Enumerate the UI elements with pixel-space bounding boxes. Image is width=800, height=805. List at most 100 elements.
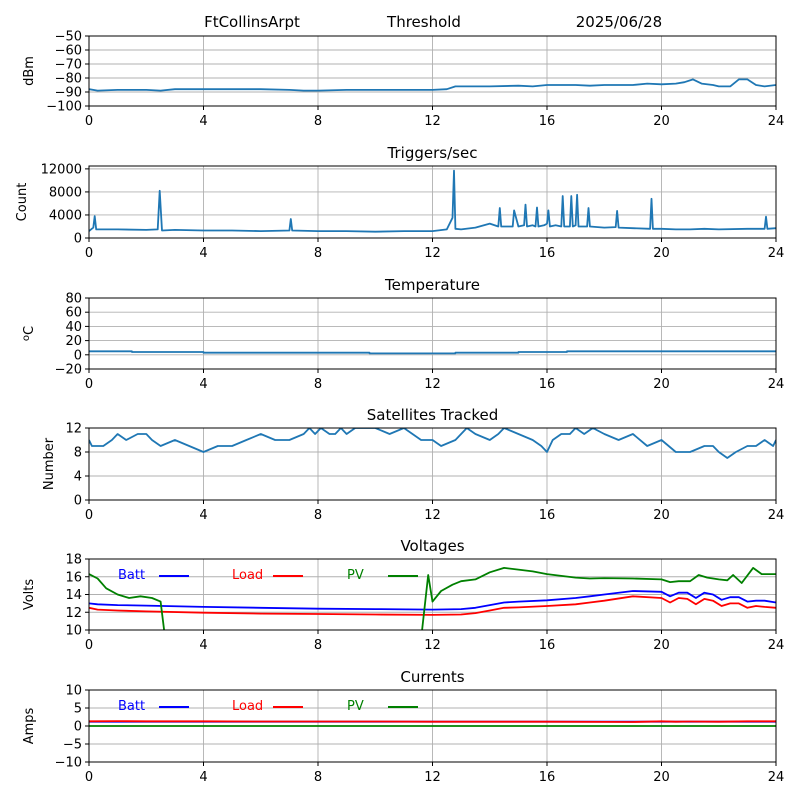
x-tick-label: 8 bbox=[314, 377, 322, 392]
x-tick-label: 0 bbox=[85, 508, 93, 523]
x-tick-label: 12 bbox=[424, 638, 441, 653]
x-tick-label: 24 bbox=[768, 770, 785, 785]
x-tick-label: 20 bbox=[653, 638, 670, 653]
series-line-pv bbox=[89, 567, 776, 630]
x-tick-label: 4 bbox=[199, 508, 207, 523]
x-tick-label: 4 bbox=[199, 246, 207, 261]
y-tick-label: 0 bbox=[74, 494, 82, 509]
x-tick-label: 24 bbox=[768, 246, 785, 261]
x-tick-label: 4 bbox=[199, 770, 207, 785]
x-tick-label: 0 bbox=[85, 114, 93, 129]
y-axis-label: Count bbox=[15, 183, 30, 222]
x-tick-label: 24 bbox=[768, 114, 785, 129]
y-axis-label: dBm bbox=[22, 56, 37, 86]
y-tick-label: 18 bbox=[65, 553, 82, 568]
legend-label-pv: PV bbox=[347, 568, 364, 583]
chart-panel-2: 0 4 8 12 16 20 24 0 4000 8000 12000 Triggers/sec Cou… bbox=[15, 144, 784, 261]
x-tick-label: 0 bbox=[85, 246, 93, 261]
series-line-1 bbox=[89, 350, 776, 355]
x-tick-label: 0 bbox=[85, 638, 93, 653]
y-tick-label: 12000 bbox=[41, 162, 82, 177]
legend-label-batt: Batt bbox=[118, 568, 145, 583]
y-tick-label: 60 bbox=[65, 306, 82, 321]
x-tick-label: 20 bbox=[653, 246, 670, 261]
series-line-batt bbox=[89, 590, 776, 611]
y-axis-label: Amps bbox=[22, 707, 37, 744]
y-tick-label: 12 bbox=[65, 606, 82, 621]
y-tick-label: 4000 bbox=[49, 208, 82, 223]
y-tick-label: 8 bbox=[74, 446, 82, 461]
y-tick-label: −20 bbox=[55, 363, 82, 378]
y-tick-label: −70 bbox=[55, 58, 82, 73]
x-tick-label: 8 bbox=[314, 508, 322, 523]
x-tick-label: 16 bbox=[539, 508, 556, 523]
chart-panel-6: 0 4 8 12 16 20 24 −10 −5 0 5 10 Currents Amps Batt Load… bbox=[22, 668, 784, 785]
y-tick-label: −60 bbox=[55, 44, 82, 59]
y-tick-label: −50 bbox=[55, 30, 82, 45]
x-tick-label: 0 bbox=[85, 770, 93, 785]
x-tick-label: 20 bbox=[653, 770, 670, 785]
x-tick-label: 8 bbox=[314, 246, 322, 261]
x-tick-label: 12 bbox=[424, 114, 441, 129]
x-tick-label: 4 bbox=[199, 114, 207, 129]
station-label: FtCollinsArpt bbox=[204, 13, 300, 31]
panel-title: Voltages bbox=[400, 537, 464, 555]
chart-panel-5: 0 4 8 12 16 20 24 10 12 14 16 18 Voltages Volts Batt Lo… bbox=[22, 537, 785, 653]
x-tick-label: 20 bbox=[653, 508, 670, 523]
y-tick-label: 12 bbox=[65, 422, 82, 437]
y-axis-label: Number bbox=[42, 437, 57, 490]
y-tick-label: 10 bbox=[65, 624, 82, 639]
series-line-load bbox=[89, 595, 776, 616]
legend-label-load: Load bbox=[232, 568, 263, 583]
date-label: 2025/06/28 bbox=[576, 13, 662, 31]
y-tick-label: 8000 bbox=[49, 185, 82, 200]
y-tick-label: −5 bbox=[63, 738, 82, 753]
y-tick-label: 14 bbox=[65, 588, 82, 603]
y-tick-label: 10 bbox=[65, 684, 82, 699]
x-tick-label: 24 bbox=[768, 638, 785, 653]
legend-label-load: Load bbox=[232, 699, 263, 714]
x-tick-label: 8 bbox=[314, 770, 322, 785]
x-tick-label: 4 bbox=[199, 638, 207, 653]
x-tick-label: 12 bbox=[424, 770, 441, 785]
y-tick-label: −80 bbox=[55, 72, 82, 87]
y-tick-label: 0 bbox=[74, 720, 82, 735]
x-tick-label: 16 bbox=[539, 114, 556, 129]
x-tick-label: 8 bbox=[314, 638, 322, 653]
x-tick-label: 12 bbox=[424, 246, 441, 261]
chart-panel-1: 0 4 8 12 16 20 24 −100−90−80−70−60−50 dBm bbox=[22, 30, 784, 130]
series-line-1 bbox=[89, 78, 776, 92]
y-tick-label: 40 bbox=[65, 320, 82, 335]
panel-title: Currents bbox=[400, 668, 464, 686]
y-tick-label: −90 bbox=[55, 86, 82, 101]
y-tick-label: 0 bbox=[74, 232, 82, 247]
y-tick-label: 5 bbox=[74, 702, 82, 717]
y-tick-label: −100 bbox=[46, 100, 82, 115]
x-tick-label: 20 bbox=[653, 114, 670, 129]
y-tick-label: 20 bbox=[65, 334, 82, 349]
y-tick-label: 0 bbox=[74, 348, 82, 363]
legend-label-batt: Batt bbox=[118, 699, 145, 714]
x-tick-label: 20 bbox=[653, 377, 670, 392]
panel-title: Triggers/sec bbox=[387, 144, 478, 162]
series-line-1 bbox=[89, 169, 776, 233]
y-tick-label: 80 bbox=[65, 292, 82, 307]
panel-title: Temperature bbox=[384, 276, 480, 294]
legend-label-pv: PV bbox=[347, 699, 364, 714]
x-tick-label: 24 bbox=[768, 377, 785, 392]
x-tick-label: 24 bbox=[768, 508, 785, 523]
y-tick-label: −10 bbox=[55, 756, 82, 771]
x-tick-label: 16 bbox=[539, 770, 556, 785]
series-line-1 bbox=[89, 428, 776, 459]
x-tick-label: 16 bbox=[539, 377, 556, 392]
y-tick-label: 4 bbox=[74, 470, 82, 485]
series-line-load bbox=[89, 720, 776, 723]
chart-panel-4: 0 4 8 12 16 20 24 0 4 8 12 Satellites Tracked Number bbox=[42, 406, 784, 523]
y-axis-label: Volts bbox=[22, 579, 37, 611]
x-tick-label: 12 bbox=[424, 508, 441, 523]
x-tick-label: 16 bbox=[539, 246, 556, 261]
y-tick-label: 16 bbox=[65, 570, 82, 585]
